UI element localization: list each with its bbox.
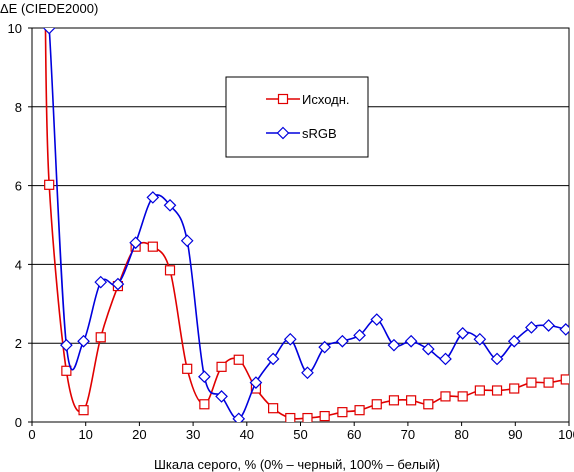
data-point-series-1 (302, 412, 313, 422)
data-point-series-1 (457, 391, 468, 402)
x-tick-label: 100 (558, 427, 574, 442)
data-point-series-2 (559, 323, 569, 336)
data-point-series-1 (543, 377, 554, 388)
data-point-series-1 (268, 403, 279, 414)
x-tick-label: 40 (240, 427, 254, 442)
x-tick-label: 10 (78, 427, 92, 442)
x-axis-label: Шкала серого, % (0% – черный, 100% – бел… (154, 457, 440, 472)
y-tick-label: 6 (15, 179, 22, 194)
data-point-series-1 (337, 407, 348, 418)
x-tick-label: 90 (508, 427, 522, 442)
data-point-series-2 (542, 319, 555, 332)
y-tick-label: 0 (15, 415, 22, 430)
data-point-series-1 (147, 241, 158, 252)
data-point-series-2 (439, 352, 452, 366)
data-point-series-1 (474, 385, 485, 396)
legend-label-series-2: sRGB (302, 126, 337, 141)
data-point-series-2 (94, 275, 108, 289)
legend-marker-series-1 (277, 93, 289, 105)
y-tick-label: 10 (8, 21, 22, 36)
data-point-series-2 (473, 332, 487, 346)
y-tick-label: 8 (15, 100, 22, 115)
data-point-series-1 (182, 363, 193, 374)
data-point-series-1 (371, 399, 382, 410)
axes: 02468100102030405060708090100 (8, 21, 574, 442)
data-point-series-1 (44, 179, 55, 190)
data-point-series-2 (180, 234, 194, 248)
data-point-series-1 (164, 265, 176, 276)
series-line-1 (44, 28, 566, 420)
x-tick-label: 30 (186, 427, 200, 442)
legend-box (225, 76, 369, 158)
data-point-series-1 (233, 354, 244, 365)
data-point-series-2 (353, 328, 366, 342)
data-point-series-1 (560, 374, 569, 385)
data-point-series-2 (336, 334, 349, 348)
data-point-series-2 (77, 334, 90, 348)
data-point-series-2 (490, 352, 504, 366)
data-point-series-1 (526, 377, 537, 388)
data-point-series-2 (387, 338, 401, 352)
data-point-series-2 (129, 236, 142, 250)
data-point-series-2 (456, 327, 470, 340)
data-point-series-2 (42, 28, 56, 35)
data-point-series-2 (146, 191, 160, 204)
data-point-series-2 (215, 390, 228, 403)
data-point-series-1 (509, 383, 520, 394)
data-point-series-1 (285, 412, 296, 422)
data-point-series-1 (78, 405, 89, 416)
data-point-series-1 (216, 361, 227, 372)
data-point-series-1 (354, 405, 365, 416)
legend-marker-series-2 (276, 126, 290, 140)
data-point-series-2 (232, 412, 246, 422)
legend-label-series-1: Исходн. (302, 92, 350, 107)
y-axis-label: ΔE (CIEDE2000) (0, 1, 98, 16)
x-tick-label: 60 (347, 427, 361, 442)
x-tick-label: 50 (293, 427, 307, 442)
data-point-series-1 (319, 410, 330, 422)
data-point-series-2 (111, 277, 125, 291)
data-point-series-2 (525, 321, 538, 334)
y-tick-label: 4 (15, 257, 22, 272)
data-point-series-2 (60, 338, 73, 352)
y-tick-label: 2 (15, 336, 22, 351)
data-point-series-2 (283, 332, 297, 346)
data-point-series-2 (249, 376, 263, 389)
x-tick-label: 70 (401, 427, 415, 442)
x-tick-label: 20 (132, 427, 146, 442)
data-point-series-2 (507, 334, 521, 348)
data-point-series-1 (491, 385, 503, 396)
data-point-series-1 (388, 395, 400, 406)
data-point-series-1 (61, 365, 72, 376)
data-point-series-1 (423, 399, 434, 410)
data-point-series-1 (440, 391, 451, 402)
x-tick-label: 0 (28, 427, 35, 442)
data-point-series-1 (199, 399, 210, 410)
data-point-series-2 (404, 334, 418, 348)
series-line-2 (48, 28, 566, 420)
data-point-series-2 (301, 366, 314, 380)
legend: Исходн. sRGB (225, 76, 369, 158)
data-point-series-2 (318, 340, 332, 354)
data-point-series-2 (163, 198, 177, 212)
data-point-series-2 (266, 352, 280, 366)
series-layer (42, 28, 569, 422)
data-point-series-1 (95, 332, 106, 343)
data-point-series-1 (406, 395, 417, 406)
data-point-series-2 (370, 313, 384, 326)
data-point-series-2 (198, 370, 211, 384)
x-tick-label: 80 (454, 427, 468, 442)
data-point-series-2 (421, 342, 435, 356)
